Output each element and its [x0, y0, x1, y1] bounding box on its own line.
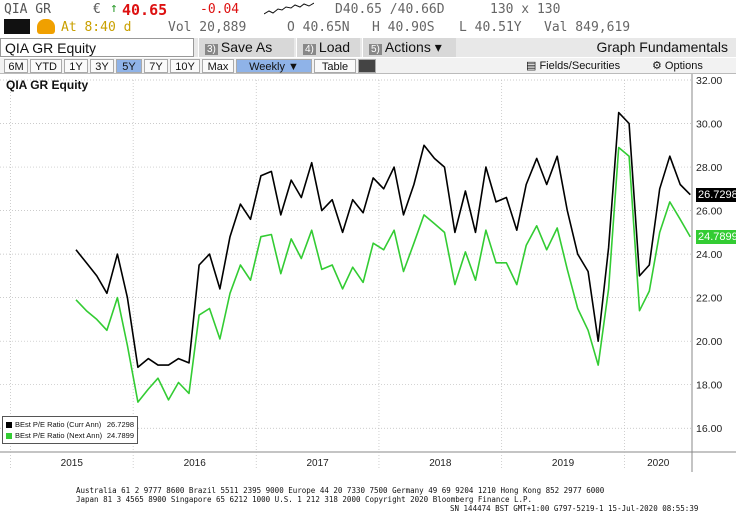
range-ytd-button[interactable]: YTD [30, 59, 62, 73]
legend-label-curr: BEst P/E Ratio (Curr Ann) [15, 420, 107, 429]
edit-icon[interactable] [358, 59, 376, 73]
range-10y-button[interactable]: 10Y [170, 59, 200, 73]
quote-strip: QIA GR € ↑ 40.65 -0.04 D40.65 /40.66D 13… [0, 0, 736, 38]
last-value-tag-next: 24.7899 [696, 230, 736, 244]
chart-area[interactable]: 16.00 18.00 20.00 22.00 24.00 26.00 28.00 30.00… [0, 74, 736, 472]
y-tick-label: 26.00 [696, 206, 722, 218]
chart-icon: ▤ [526, 60, 539, 72]
options-button[interactable]: ⚙ Options [652, 59, 736, 73]
y-tick-label: 20.00 [696, 336, 722, 348]
high-label: H 40.90S [372, 20, 435, 35]
x-tick-label: 2015 [61, 458, 84, 469]
range-1y-button[interactable]: 1Y [64, 59, 88, 73]
last-price: 40.65 [122, 1, 167, 19]
x-tick-label: 2020 [647, 458, 670, 469]
x-tick-label: 2018 [429, 458, 452, 469]
fields-securities-button[interactable]: ▤ Fields/Securities [526, 59, 646, 73]
low-label: L 40.51Y [459, 20, 522, 35]
range-3y-button[interactable]: 3Y [90, 59, 114, 73]
last-value-tag-curr: 26.7298 [696, 188, 736, 202]
range-7y-button[interactable]: 7Y [144, 59, 168, 73]
legend-swatch-next [6, 433, 12, 439]
options-label: Options [665, 60, 703, 72]
actions-label: Actions [385, 39, 431, 55]
footer: Australia 61 2 9777 8600 Brazil 5511 239… [0, 482, 736, 530]
volume-label: Vol 20,889 [168, 20, 246, 35]
legend-value-curr: 26.7298 [107, 420, 134, 429]
legend-item-curr: BEst P/E Ratio (Curr Ann) 26.7298 [6, 419, 134, 430]
save-as-button[interactable]: 3) Save As [198, 38, 294, 57]
sparkline-icon [264, 2, 314, 20]
gear-icon: ⚙ [652, 60, 665, 72]
actions-num: 5) [369, 44, 382, 55]
pe-ratio-chart: 16.00 18.00 20.00 22.00 24.00 26.00 28.00 30.00… [0, 74, 736, 472]
y-tick-label: 18.00 [696, 380, 722, 392]
footer-contacts-line1: Australia 61 2 9777 8600 Brazil 5511 239… [76, 486, 604, 495]
range-6m-button[interactable]: 6M [4, 59, 28, 73]
ticker-label: QIA GR [4, 2, 51, 17]
legend-label-next: BEst P/E Ratio (Next Ann) [15, 431, 107, 440]
chevron-down-icon: ▼ [288, 61, 299, 73]
range-max-button[interactable]: Max [202, 59, 234, 73]
bid-ask-label: D40.65 /40.66D [335, 2, 445, 17]
value-label: Val 849,619 [544, 20, 630, 35]
graph-fundamentals-title: Graph Fundamentals [560, 38, 736, 57]
last-time: At 8:40 d [61, 20, 131, 35]
period-label: Weekly [249, 61, 285, 73]
range-5y-button[interactable]: 5Y [116, 59, 142, 73]
open-label: O 40.65N [287, 20, 350, 35]
function-toolbar: QIA GR Equity 3) Save As 4) Load 5) Actions… [0, 38, 736, 57]
actions-button[interactable]: 5) Actions ▾ [362, 38, 456, 57]
legend-item-next: BEst P/E Ratio (Next Ann) 24.7899 [6, 430, 134, 441]
y-tick-label: 28.00 [696, 162, 722, 174]
y-tick-label: 22.00 [696, 293, 722, 305]
gauge-icon [37, 19, 55, 34]
chevron-down-icon: ▾ [435, 39, 442, 55]
x-tick-label: 2016 [184, 458, 207, 469]
series-line-curr [76, 113, 690, 368]
x-tick-label: 2019 [552, 458, 575, 469]
x-tick-label: 2017 [306, 458, 329, 469]
y-tick-label: 30.00 [696, 119, 722, 131]
chart-title: QIA GR Equity [6, 78, 88, 92]
security-field[interactable]: QIA GR Equity [0, 38, 194, 57]
chart-legend: BEst P/E Ratio (Curr Ann) 26.7298 BEst P… [2, 416, 138, 444]
load-num: 4) [303, 44, 316, 55]
range-bar: 6M YTD 1Y 3Y 5Y 7Y 10Y Max Weekly ▼ Tabl… [0, 58, 736, 74]
legend-value-next: 24.7899 [107, 431, 134, 440]
y-tick-label: 32.00 [696, 75, 722, 87]
up-arrow-icon: ↑ [110, 1, 118, 16]
table-button[interactable]: Table [314, 59, 356, 73]
fields-label: Fields/Securities [539, 60, 620, 72]
load-button[interactable]: 4) Load [296, 38, 360, 57]
series-line-next [76, 148, 690, 403]
save-as-num: 3) [205, 44, 218, 55]
y-tick-label: 16.00 [696, 423, 722, 435]
footer-contacts-line2: Japan 81 3 4565 8900 Singapore 65 6212 1… [76, 495, 532, 504]
y-tick-label: 24.00 [696, 249, 722, 261]
currency-label: € [93, 2, 101, 17]
footer-session-line: SN 144474 BST GMT+1:00 G797-5219-1 15-Ju… [450, 504, 698, 513]
legend-swatch-curr [6, 422, 12, 428]
period-dropdown[interactable]: Weekly ▼ [236, 59, 312, 73]
load-label: Load [319, 39, 350, 55]
save-as-label: Save As [221, 39, 272, 55]
net-change: -0.04 [200, 2, 239, 17]
bid-ask-size: 130 x 130 [490, 2, 560, 17]
market-status-block [4, 19, 30, 34]
